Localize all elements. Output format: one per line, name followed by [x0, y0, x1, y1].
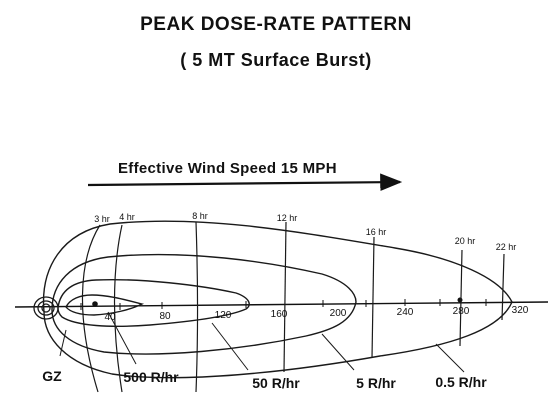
page-title: PEAK DOSE-RATE PATTERN	[140, 14, 412, 35]
tick-label-200: 200	[330, 308, 347, 319]
time-label-22hr: 22 hr	[496, 242, 517, 252]
dose-label-5: 5 R/hr	[356, 375, 396, 391]
time-label-12hr: 12 hr	[277, 213, 298, 223]
time-label-20hr: 20 hr	[455, 236, 476, 246]
wind-speed-label: Effective Wind Speed 15 MPH	[118, 160, 337, 177]
tick-label-320: 320	[512, 305, 529, 316]
axis-tick-labels: 40 80 120 160 200 240 280 320	[104, 305, 528, 323]
time-label-4hr: 4 hr	[119, 212, 135, 222]
dose-leader-lines	[59, 311, 465, 373]
contour-50-rhr	[57, 278, 250, 327]
dose-label-0-5: 0.5 R/hr	[435, 374, 487, 390]
tick-label-160: 160	[271, 309, 288, 320]
time-line-20hr	[459, 249, 463, 347]
axis-tick-marks	[80, 299, 487, 310]
tick-label-80: 80	[159, 311, 171, 322]
time-line-4hr	[113, 224, 123, 393]
wind-arrow	[87, 173, 403, 191]
contour-0-5-rhr	[42, 220, 513, 379]
time-line-3hr	[81, 224, 101, 393]
gz-label: GZ	[42, 368, 62, 384]
marker-dot	[457, 297, 463, 303]
time-line-22hr	[501, 253, 505, 321]
tick-label-240: 240	[397, 307, 414, 318]
time-line-12hr	[283, 221, 287, 373]
time-line-16hr	[371, 236, 375, 359]
dose-labels: 500 R/hr 50 R/hr 5 R/hr 0.5 R/hr	[123, 369, 487, 391]
ground-zero-rings	[33, 296, 59, 320]
distance-axis	[14, 301, 549, 308]
tick-label-120: 120	[215, 310, 232, 321]
time-label-8hr: 8 hr	[192, 211, 208, 221]
dose-label-50: 50 R/hr	[252, 375, 300, 391]
time-labels: 3 hr 4 hr 8 hr 12 hr 16 hr 20 hr 22 hr	[94, 211, 516, 252]
center-dot	[92, 301, 98, 307]
dose-label-500: 500 R/hr	[123, 369, 179, 385]
time-line-8hr	[195, 221, 199, 393]
contour-5-rhr	[51, 253, 357, 355]
tick-label-280: 280	[453, 306, 470, 317]
time-label-3hr: 3 hr	[94, 214, 110, 224]
page-subtitle: ( 5 MT Surface Burst)	[180, 50, 372, 70]
time-lines	[81, 221, 505, 393]
time-label-16hr: 16 hr	[366, 227, 387, 237]
tick-label-40: 40	[104, 312, 116, 323]
